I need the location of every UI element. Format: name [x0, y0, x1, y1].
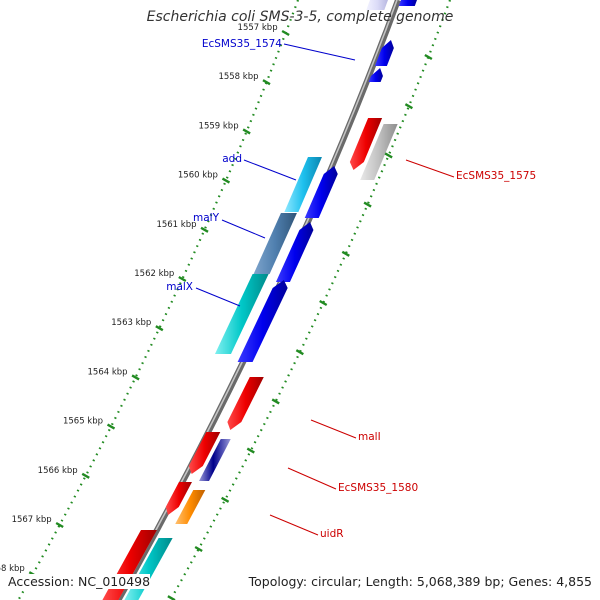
gene-label: malY [193, 212, 220, 224]
gene-feature [253, 213, 297, 274]
tick-mark [341, 250, 350, 257]
label-leader-line [310, 419, 357, 439]
tick-mark [131, 374, 140, 381]
tick-line-right [169, 0, 452, 600]
tick-mark [194, 545, 203, 553]
gene-label: malX [166, 281, 193, 293]
accession-text: Accession: NC_010498 [8, 574, 151, 589]
label-leader-line [283, 43, 356, 61]
tick-mark [271, 398, 280, 405]
tick-label: 1566 kbp [38, 466, 78, 476]
gene-feature [366, 0, 388, 10]
label-leader-line [287, 467, 337, 490]
tick-mark [363, 201, 372, 208]
gene-features [102, 0, 417, 600]
tick-mark [384, 152, 393, 159]
tick-label: 1563 kbp [111, 318, 151, 328]
tick-mark [221, 177, 231, 184]
gene-feature [199, 439, 231, 481]
tick-mark [221, 496, 230, 503]
label-leader-lines [195, 43, 455, 536]
backbone-line [115, 0, 401, 600]
gene-feature [214, 274, 269, 354]
gene-feature [304, 166, 338, 218]
gene-feature [275, 222, 314, 282]
tick-mark [281, 29, 290, 37]
genome-summary-text: Topology: circular; Length: 5,068,389 bp… [248, 574, 592, 589]
gene-feature [374, 40, 394, 66]
tick-label: 1561 kbp [156, 220, 196, 230]
gene-label: EcSMS35_1574 [202, 38, 282, 50]
tick-mark [319, 299, 328, 307]
tick-mark [424, 53, 433, 61]
backbone-highlight [116, 0, 398, 600]
gene-feature [165, 482, 192, 515]
tick-label: 1560 kbp [178, 171, 218, 181]
tick-mark [167, 595, 176, 600]
tick-label: 1558 kbp [218, 72, 258, 82]
gene-label: add [222, 153, 242, 165]
gene-feature [227, 377, 264, 430]
gene-feature [360, 124, 398, 180]
tick-label: 1564 kbp [88, 367, 128, 377]
tick-mark [242, 128, 251, 135]
tick-mark [262, 79, 271, 86]
gene-feature [349, 118, 383, 170]
tick-mark [295, 349, 304, 356]
gene-feature [237, 280, 288, 362]
label-leader-line [405, 159, 455, 178]
label-leader-line [221, 219, 266, 239]
label-leader-line [269, 514, 319, 536]
gene-feature [368, 68, 383, 82]
tick-mark [106, 423, 116, 430]
tick-label: 1565 kbp [63, 417, 103, 427]
tick-mark [404, 103, 413, 110]
tick-mark [55, 521, 64, 529]
gene-feature [284, 157, 322, 212]
tick-mark [200, 226, 209, 233]
genome-backbone [115, 0, 401, 600]
label-leader-line [195, 287, 241, 307]
tick-label: 1567 kbp [12, 515, 52, 525]
gene-label: malI [358, 431, 381, 443]
tick-mark [178, 275, 187, 283]
tick-dot-lines [17, 0, 452, 600]
tick-label: 1562 kbp [134, 269, 174, 279]
gene-feature [188, 432, 221, 474]
tick-marks: 1557 kbp 1558 kbp 1559 kbp 1560 kbp 1561 kbp… [0, 23, 433, 600]
gene-feature [398, 0, 417, 6]
tick-label: 1557 kbp [238, 23, 278, 33]
tick-mark [246, 447, 255, 454]
genome-title: Escherichia coli SMS-3-5, complete genom… [146, 9, 454, 25]
tick-label: 1559 kbp [199, 121, 239, 131]
gene-feature [175, 490, 206, 524]
gene-label: EcSMS35_1575 [456, 170, 536, 182]
gene-label: uidR [320, 528, 344, 540]
label-leader-line [243, 159, 297, 181]
gene-label: EcSMS35_1580 [338, 482, 418, 494]
tick-mark [155, 325, 164, 332]
tick-label: 1568 kbp [0, 564, 25, 574]
tick-mark [81, 472, 90, 479]
